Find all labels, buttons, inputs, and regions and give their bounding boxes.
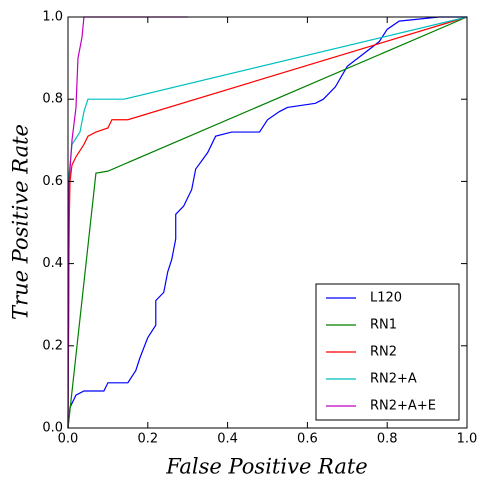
y-axis-label: True Positive Rate xyxy=(9,124,33,320)
legend: L120 RN1 RN2 RN2+A RN2+A+E xyxy=(315,283,460,421)
y-tick-label: 1.0 xyxy=(42,10,63,25)
legend-label: RN2 xyxy=(370,345,397,360)
y-tick-label: 0.0 xyxy=(42,421,63,436)
legend-label: RN2+A xyxy=(370,372,417,387)
plot-frame xyxy=(67,16,468,429)
x-tick-label: 0.4 xyxy=(217,432,238,447)
legend-label: L120 xyxy=(370,291,402,306)
x-tick-label: 1.0 xyxy=(457,432,478,447)
y-tick-label: 0.8 xyxy=(42,92,63,107)
roc-curve xyxy=(67,16,188,429)
x-tick-label: 0.8 xyxy=(377,432,398,447)
roc-curve xyxy=(67,16,468,429)
y-tick-label: 0.2 xyxy=(42,338,63,353)
x-tick-label: 0.2 xyxy=(137,432,158,447)
roc-curve xyxy=(67,16,468,429)
y-tick-label: 0.6 xyxy=(42,174,63,189)
legend-label: RN1 xyxy=(370,318,397,333)
x-tick-label: 0.6 xyxy=(297,432,318,447)
x-tick-label: 0.0 xyxy=(58,432,79,447)
legend-label: RN2+A+E xyxy=(370,399,436,414)
y-tick-label: 0.4 xyxy=(42,256,63,271)
x-axis-label: False Positive Rate xyxy=(165,455,367,479)
